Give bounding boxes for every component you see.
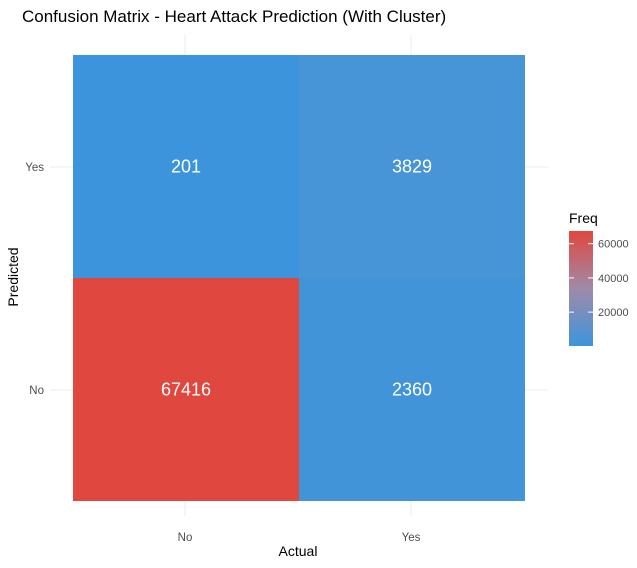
heatmap-cell-labels: 201 3829 67416 2360 <box>161 157 432 400</box>
y-axis-ticks: Yes No <box>25 162 44 397</box>
y-tick-label-yes: Yes <box>25 162 44 174</box>
heatmap-cells <box>73 55 525 501</box>
legend: Freq 20000 40000 60000 <box>569 210 629 346</box>
legend-tick-label: 60000 <box>598 239 629 251</box>
chart-title: Confusion Matrix - Heart Attack Predicti… <box>22 7 446 26</box>
x-axis-ticks: No Yes <box>178 532 421 544</box>
legend-color-bar <box>569 231 593 346</box>
heatmap-cell-no-no <box>73 278 299 501</box>
cell-value-no-no: 67416 <box>161 380 211 400</box>
x-tick-label-yes: Yes <box>402 532 421 544</box>
legend-ticks: 20000 40000 60000 <box>569 239 629 319</box>
heatmap-cell-yes-no <box>73 55 299 278</box>
cell-value-yes-yes: 3829 <box>392 157 432 177</box>
x-axis-title: Actual <box>279 543 318 559</box>
legend-tick-label: 20000 <box>598 307 629 319</box>
legend-title: Freq <box>569 210 598 226</box>
cell-value-yes-no: 201 <box>171 157 201 177</box>
x-tick-label-no: No <box>178 532 193 544</box>
y-axis-title: Predicted <box>5 247 21 306</box>
y-tick-label-no: No <box>29 385 44 397</box>
cell-value-no-yes: 2360 <box>392 380 432 400</box>
heatmap-cell-no-yes <box>299 278 525 501</box>
heatmap-cell-yes-yes <box>299 55 525 278</box>
legend-tick-label: 40000 <box>598 273 629 285</box>
